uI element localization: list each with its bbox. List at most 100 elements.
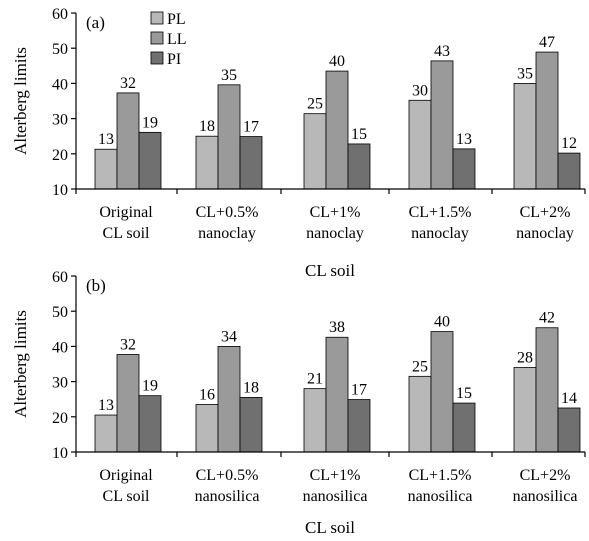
data-label-ll-0: 32 [120,336,136,353]
x-tick-label-1: CL+0.5% [196,204,259,221]
y-tick-label: 30 [52,112,68,129]
bar-ll-4 [535,327,559,453]
bar-ll-2 [325,70,349,190]
x-tick-label-2: nanoclay [306,225,364,242]
bar-pi-1 [239,136,263,190]
bar-ll-3 [430,331,454,453]
data-label-ll-1: 35 [221,67,237,84]
data-label-pl-0: 13 [98,397,114,414]
bar-ll-3 [430,60,454,190]
data-label-pl-1: 16 [199,386,215,403]
bar-pl-4 [513,367,537,453]
x-tick-label-0: CL soil [103,488,151,505]
bar-pi-4 [557,152,581,190]
x-tick-label-4: CL+2% [520,467,571,484]
bar-pi-4 [557,407,581,453]
y-axis-title: Alterberg limits [11,47,30,155]
bar-pi-1 [239,397,263,453]
data-label-pl-2: 21 [307,371,323,388]
y-tick-label: 10 [52,182,68,199]
bar-pi-0 [138,131,162,190]
data-label-pi-2: 17 [351,382,367,399]
data-label-pi-4: 14 [561,390,577,407]
legend-swatch-pi [150,51,164,65]
x-tick-label-3: nanosilica [408,488,473,505]
x-axis-title: CL soil [305,518,355,537]
bar-pi-2 [347,143,371,190]
data-label-ll-3: 43 [434,43,450,60]
bar-pl-0 [94,414,118,453]
bar-pi-2 [347,399,371,453]
x-tick-label-3: CL+1.5% [409,467,472,484]
bar-pi-0 [138,395,162,453]
legend-label-pl: PL [167,11,186,28]
data-label-ll-2: 40 [329,53,345,70]
panel-label: (b) [86,276,106,295]
x-tick-label-4: CL+2% [520,204,571,221]
x-tick-label-2: CL+1% [310,467,361,484]
data-label-pl-4: 28 [517,350,533,367]
x-tick-label-3: nanoclay [411,225,469,242]
bar-ll-0 [116,354,140,453]
y-tick-label: 40 [52,76,68,93]
x-tick-label-0: CL soil [103,225,151,242]
bar-ll-0 [116,92,140,190]
bar-ll-2 [325,336,349,453]
y-tick-label: 40 [52,339,68,356]
y-tick-label: 60 [52,6,68,23]
chart-panel-a: 13 18 25 30 35 32 35 40 43 47 19 17 15 13 12 10 20 30 40 50… [11,6,586,280]
data-label-pl-4: 35 [517,65,533,82]
bar-ll-1 [217,345,241,453]
x-tick-label-1: CL+0.5% [196,467,259,484]
data-label-ll-4: 42 [539,310,555,327]
data-label-pi-2: 15 [351,126,367,143]
data-label-pi-0: 19 [142,378,158,395]
x-tick-label-0: Original [99,204,153,221]
bar-pl-1 [195,404,219,453]
bar-pl-0 [94,148,118,190]
data-label-pi-4: 12 [561,135,577,152]
bar-pl-2 [303,388,327,453]
data-label-pi-3: 13 [456,131,472,148]
legend-swatch-ll [150,31,164,45]
x-tick-label-1: nanoclay [198,225,256,242]
y-tick-label: 20 [52,147,68,164]
x-axis-title: CL soil [305,261,355,280]
data-label-pl-0: 13 [98,131,114,148]
y-tick-label: 60 [52,269,68,286]
y-tick-label: 10 [52,445,68,462]
data-label-ll-2: 38 [329,319,345,336]
x-tick-label-4: nanosilica [513,488,578,505]
x-tick-label-0: Original [99,467,153,484]
data-label-pi-0: 19 [142,114,158,131]
bar-pl-2 [303,113,327,190]
y-axis-title: Alterberg limits [11,310,30,418]
y-tick-label: 50 [52,304,68,321]
panel-label: (a) [86,13,105,32]
data-label-pi-1: 17 [243,119,259,136]
legend-label-pi: PI [167,51,181,68]
y-tick-label: 20 [52,410,68,427]
x-tick-label-2: CL+1% [310,204,361,221]
legend-label-ll: LL [167,31,187,48]
bar-pi-3 [452,148,476,190]
data-label-ll-4: 47 [539,34,555,51]
legend-swatch-pl [150,11,164,25]
bar-ll-1 [217,84,241,190]
data-label-ll-1: 34 [221,328,237,345]
data-label-pi-3: 15 [456,385,472,402]
bar-ll-4 [535,51,559,190]
chart-panel-b: 13 16 21 25 28 32 34 38 40 42 19 18 17 15 14 10 20 30 40 50… [11,269,586,537]
y-tick-label: 30 [52,375,68,392]
bar-pl-3 [408,99,432,190]
data-label-pl-1: 18 [199,118,215,135]
y-tick-label: 50 [52,41,68,58]
data-label-ll-0: 32 [120,75,136,92]
x-tick-label-3: CL+1.5% [409,204,472,221]
legend: PL LL PI [150,11,187,68]
data-label-ll-3: 40 [434,314,450,331]
x-tick-label-4: nanoclay [516,225,574,242]
bar-pl-1 [195,135,219,190]
data-label-pl-3: 25 [412,358,428,375]
